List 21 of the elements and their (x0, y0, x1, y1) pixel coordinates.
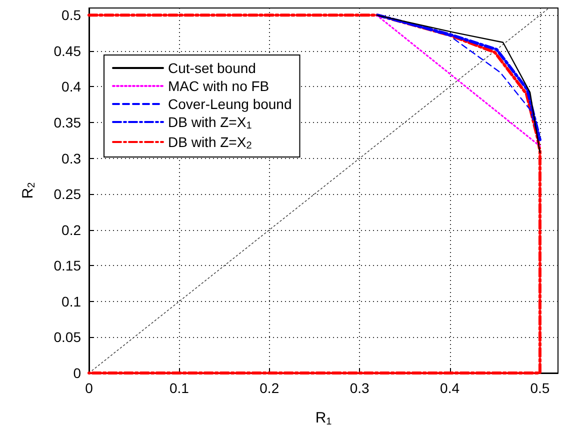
legend-label: Cover-Leung bound (168, 96, 292, 112)
y-tick-label: 0.05 (54, 329, 82, 346)
y-tick-label: 0 (73, 365, 82, 381)
y-tick-label: 0.45 (54, 42, 82, 59)
x-tick-label: 0 (85, 380, 94, 396)
x-tick-label: 0.3 (350, 380, 370, 396)
x-tick-label: 0.1 (169, 380, 190, 396)
y-tick-label: 0.35 (54, 114, 82, 131)
y-tick-label: 0.3 (62, 150, 82, 166)
x-tick-label: 0.5 (530, 380, 550, 396)
x-tick-label: 0.4 (440, 380, 460, 396)
y-axis-title: R2 (20, 182, 38, 199)
y-tick-label: 0.4 (62, 78, 82, 95)
x-tick-label: 0.2 (260, 380, 280, 396)
legend-label: Cut-set bound (168, 60, 256, 76)
y-tick-label: 0.25 (54, 186, 82, 202)
y-tick-label: 0.15 (54, 258, 82, 274)
y-tick-label: 0.1 (62, 293, 82, 310)
y-tick-label: 0.5 (62, 7, 82, 24)
y-tick-label: 0.2 (62, 222, 82, 238)
legend-label: MAC with no FB (168, 78, 270, 94)
